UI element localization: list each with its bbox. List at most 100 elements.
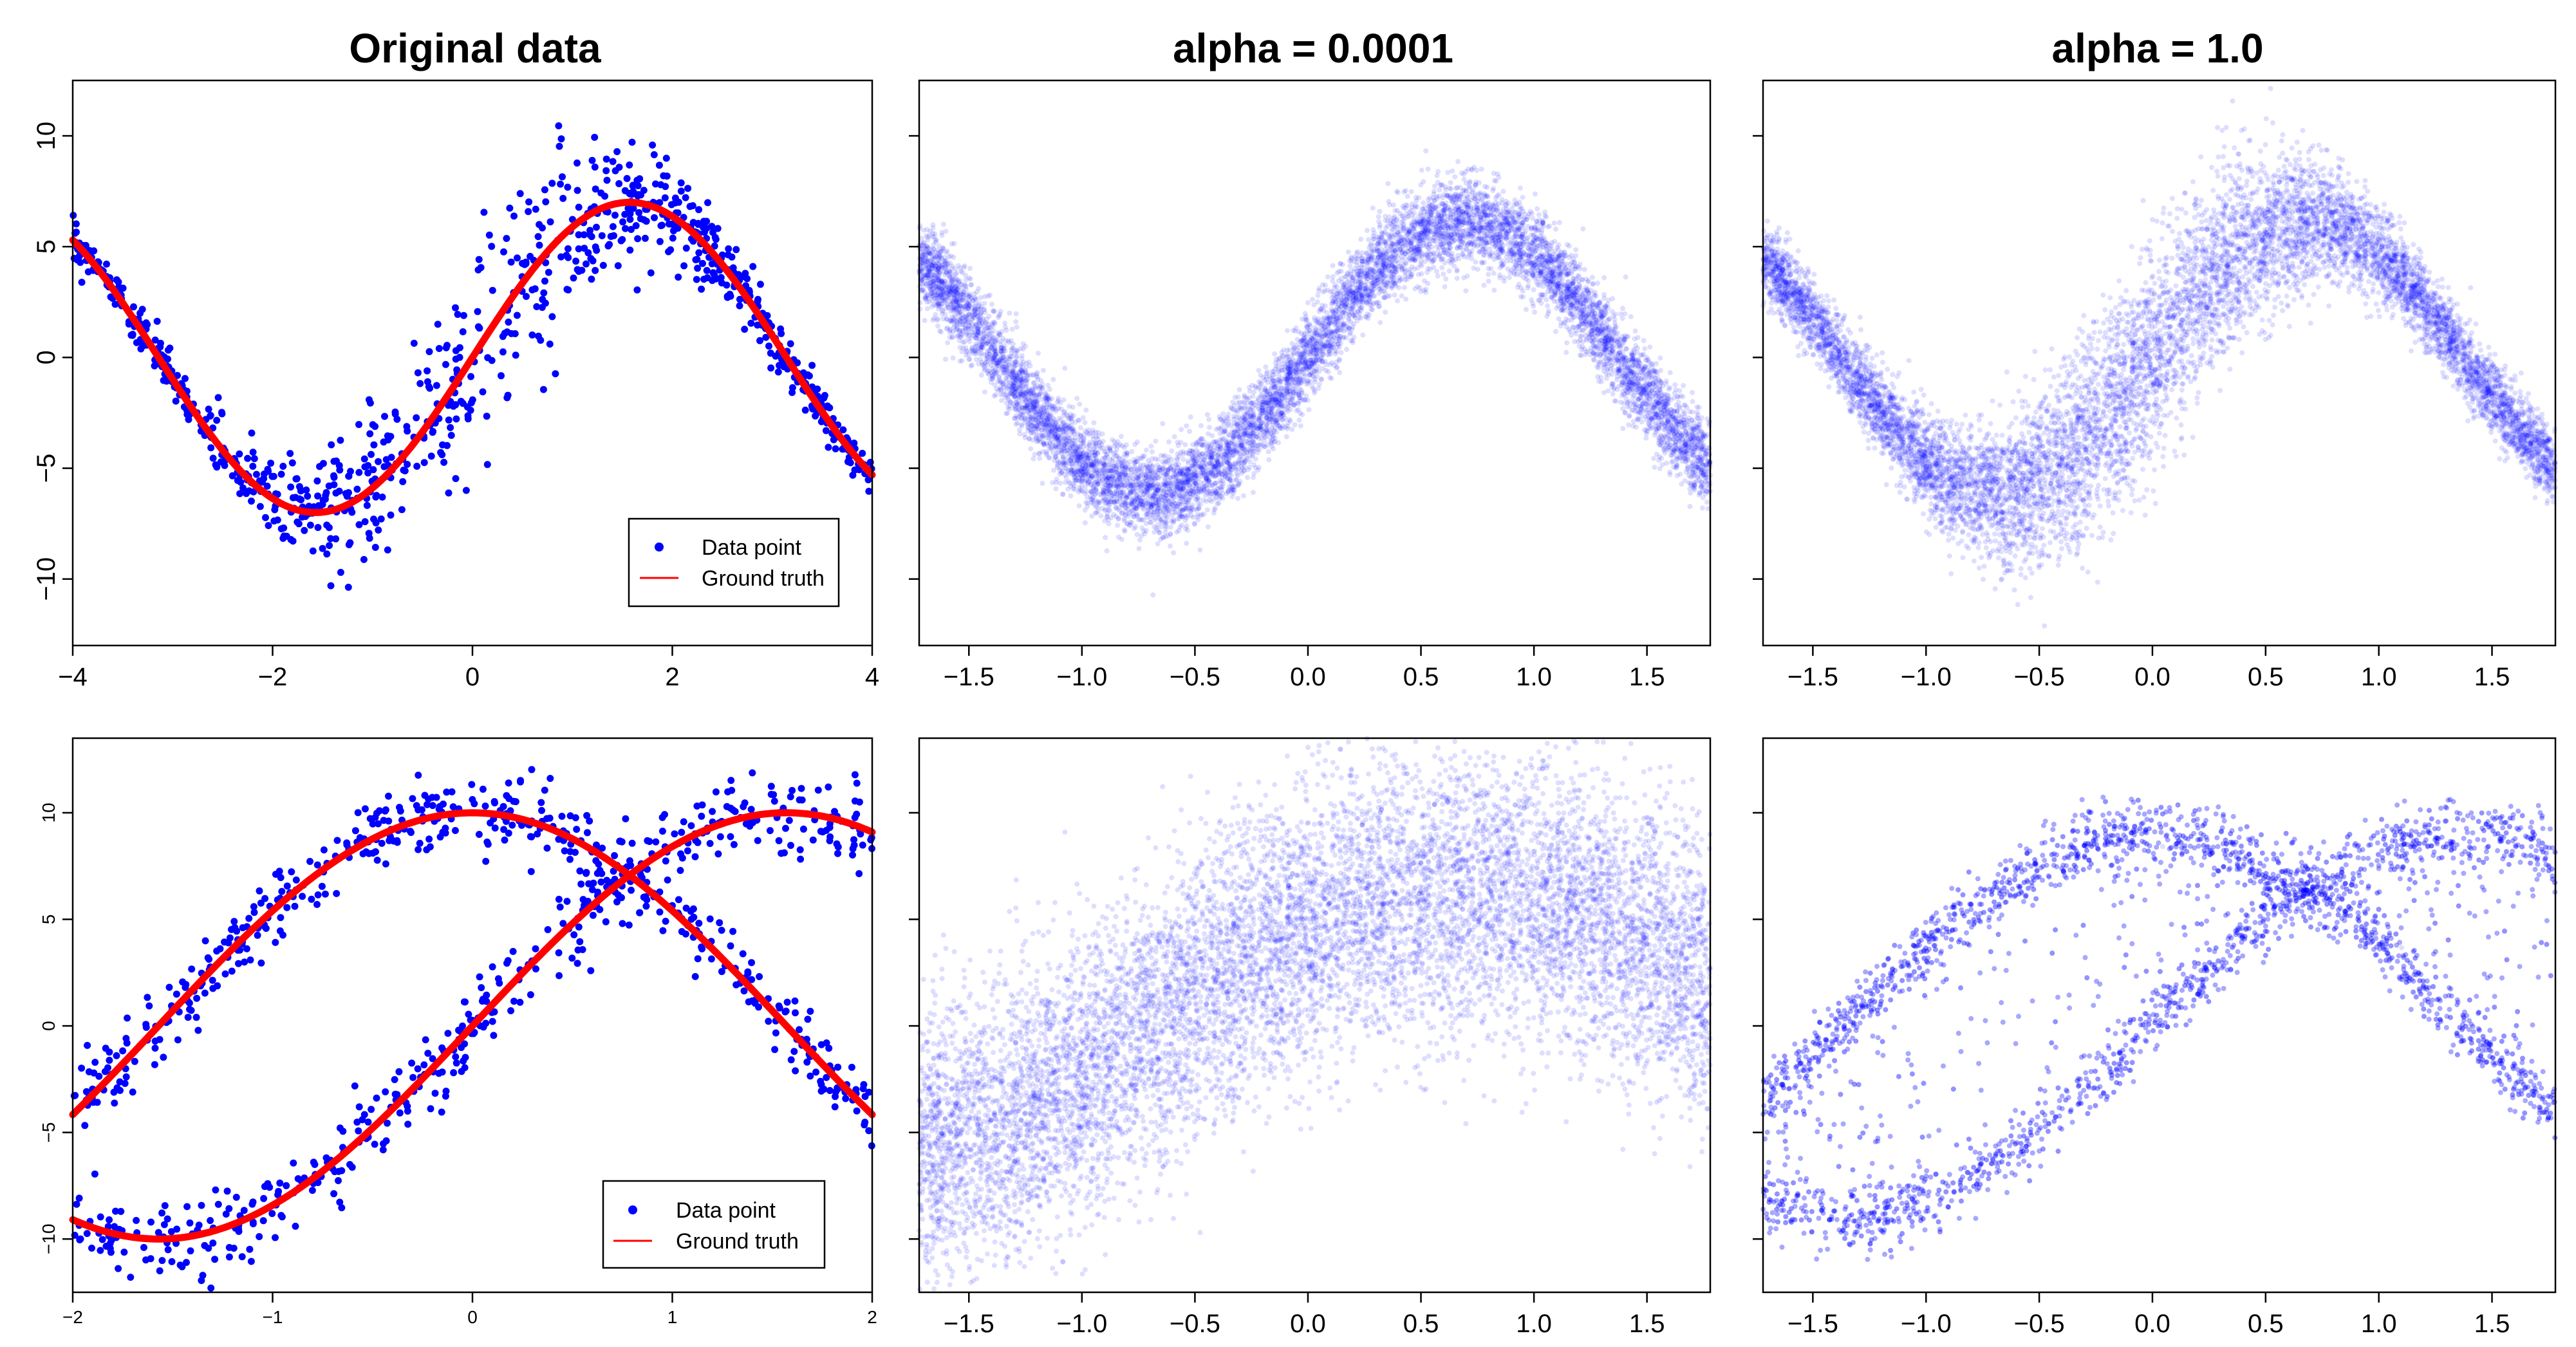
x-tick-label: 4: [865, 663, 879, 691]
data-point: [680, 263, 687, 270]
data-point: [747, 320, 754, 327]
data-point: [404, 427, 411, 434]
data-point: [640, 216, 648, 223]
data-point: [270, 473, 277, 480]
data-point: [633, 222, 640, 229]
y-tick-label: 5: [32, 239, 61, 254]
data-point: [379, 494, 386, 501]
data-point: [512, 351, 519, 358]
data-point: [621, 211, 628, 218]
data-point: [467, 373, 474, 380]
data-point: [683, 245, 690, 252]
data-point: [429, 429, 436, 436]
data-point: [304, 493, 311, 500]
data-point: [687, 203, 694, 210]
data-point: [626, 246, 633, 254]
data-point: [700, 275, 707, 283]
data-point: [103, 261, 110, 268]
data-point: [832, 445, 839, 452]
data-point: [207, 413, 214, 420]
data-point: [805, 371, 812, 378]
data-point: [635, 209, 642, 216]
data-point: [323, 521, 330, 528]
data-point: [557, 181, 564, 188]
data-point: [583, 261, 590, 268]
data-point: [330, 481, 337, 488]
data-point: [467, 407, 474, 414]
data-point: [626, 216, 633, 223]
data-point: [445, 416, 453, 423]
data-point: [245, 487, 252, 494]
data-point: [424, 367, 431, 375]
data-point: [629, 139, 636, 146]
data-point: [330, 458, 337, 465]
data-point: [542, 198, 549, 205]
data-point: [765, 342, 772, 349]
data-point: [474, 308, 481, 315]
data-point: [823, 427, 830, 434]
data-point: [508, 330, 515, 337]
data-point: [387, 512, 395, 519]
data-point: [714, 225, 722, 232]
data-point: [402, 467, 409, 474]
data-point: [725, 245, 732, 252]
data-point: [682, 194, 689, 201]
data-point: [443, 342, 451, 349]
data-point: [657, 238, 664, 245]
data-point: [85, 268, 92, 275]
data-point: [648, 270, 655, 277]
y-tick-label: −5: [32, 454, 61, 483]
data-point: [564, 183, 571, 190]
data-point: [789, 384, 796, 391]
data-point: [610, 223, 617, 230]
data-point: [678, 180, 685, 187]
data-point: [505, 392, 512, 399]
data-point: [294, 519, 301, 526]
data-point: [666, 221, 673, 228]
data-point: [337, 437, 344, 444]
data-point: [456, 344, 463, 351]
data-point: [251, 455, 258, 462]
data-point: [453, 416, 460, 423]
data-point: [565, 286, 572, 293]
data-point: [489, 287, 496, 294]
data-point: [326, 542, 333, 549]
data-point: [253, 471, 260, 478]
data-point: [428, 452, 435, 460]
data-point: [634, 235, 641, 242]
data-point: [210, 455, 217, 462]
data-point: [540, 386, 547, 393]
data-point: [355, 469, 362, 476]
data-point: [478, 264, 485, 271]
data-point: [514, 312, 521, 319]
data-point: [280, 525, 287, 532]
data-point: [589, 157, 596, 164]
data-point: [328, 582, 335, 590]
data-point: [77, 259, 84, 266]
data-point: [703, 218, 710, 225]
data-point: [327, 535, 334, 542]
data-point: [592, 163, 599, 171]
data-point: [500, 248, 507, 255]
data-point: [787, 340, 794, 348]
data-point: [207, 444, 214, 451]
data-point: [345, 489, 352, 496]
data-point: [337, 569, 344, 576]
data-point: [319, 545, 326, 552]
data-point: [286, 450, 294, 457]
data-point: [139, 306, 146, 313]
data-point: [536, 221, 543, 228]
data-point: [575, 231, 583, 238]
data-point: [508, 259, 515, 266]
data-point: [425, 383, 433, 390]
data-point: [129, 332, 136, 339]
data-point: [575, 245, 583, 252]
data-point: [364, 502, 371, 509]
data-point: [565, 254, 572, 261]
data-point: [271, 506, 278, 514]
data-point: [545, 269, 552, 276]
data-point: [313, 478, 321, 485]
data-point: [711, 272, 718, 279]
data-point: [249, 463, 256, 470]
data-point: [619, 236, 626, 243]
